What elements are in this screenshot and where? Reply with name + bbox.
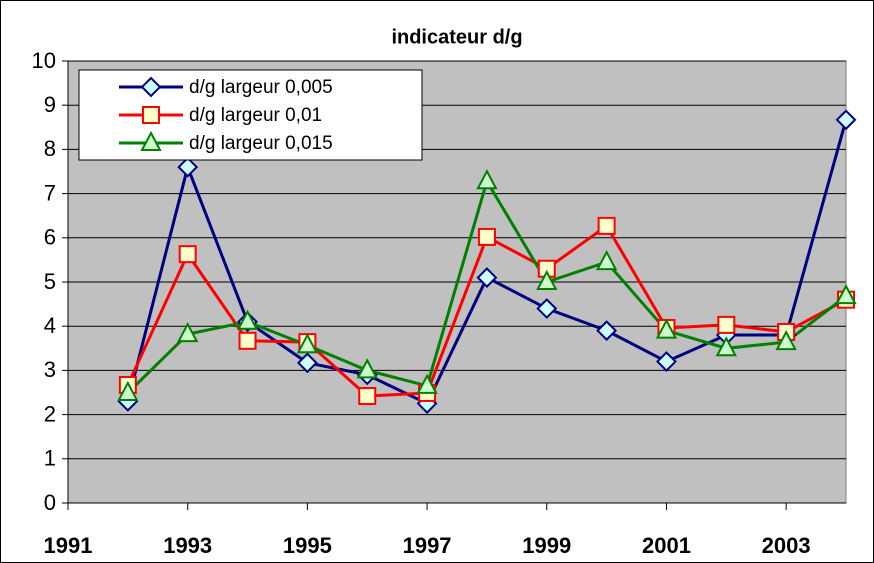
legend-label: d/g largeur 0,015 <box>189 133 333 154</box>
marker <box>236 309 259 330</box>
legend-label: d/g largeur 0,005 <box>189 77 333 98</box>
x-tick-label: 1997 <box>403 533 452 558</box>
x-tick-label: 1991 <box>44 533 93 558</box>
marker <box>596 320 618 342</box>
marker <box>476 267 498 288</box>
chart-title: indicateur d/g <box>391 26 522 48</box>
marker <box>296 333 319 354</box>
legend-marker <box>140 130 162 151</box>
y-tick-label: 9 <box>44 92 56 117</box>
marker <box>177 322 199 343</box>
x-tick-label: 1995 <box>283 533 332 558</box>
marker <box>238 331 257 350</box>
y-tick-label: 8 <box>44 136 56 161</box>
marker <box>416 373 438 394</box>
marker <box>835 284 857 305</box>
marker <box>715 336 737 357</box>
marker <box>775 329 797 351</box>
marker <box>177 156 199 178</box>
marker <box>595 249 618 271</box>
x-tick-label: 2003 <box>762 533 811 558</box>
marker <box>477 227 496 246</box>
y-tick-label: 10 <box>32 48 56 73</box>
y-tick-label: 2 <box>44 401 56 426</box>
x-tick-label: 1993 <box>163 533 212 558</box>
marker <box>178 245 197 264</box>
marker <box>476 169 498 190</box>
y-tick-label: 0 <box>44 490 56 515</box>
y-tick-label: 4 <box>44 313 56 338</box>
marker <box>835 109 857 131</box>
marker <box>597 216 616 235</box>
marker <box>655 318 678 339</box>
marker <box>356 358 378 379</box>
y-tick-label: 3 <box>44 357 56 382</box>
marker <box>296 352 318 374</box>
marker <box>717 315 736 334</box>
y-tick-label: 7 <box>44 180 56 205</box>
marker <box>117 380 139 401</box>
y-tick-label: 6 <box>44 225 56 250</box>
legend-marker <box>142 106 160 124</box>
marker <box>358 387 377 406</box>
y-tick-label: 5 <box>44 269 56 294</box>
legend-label: d/g largeur 0,01 <box>189 105 322 126</box>
marker <box>536 298 558 319</box>
marker <box>536 269 558 290</box>
x-tick-label: 2001 <box>642 533 691 558</box>
x-tick-label: 1999 <box>522 533 571 558</box>
y-tick-label: 1 <box>44 446 56 471</box>
legend-marker <box>140 76 162 98</box>
marker <box>656 351 677 372</box>
